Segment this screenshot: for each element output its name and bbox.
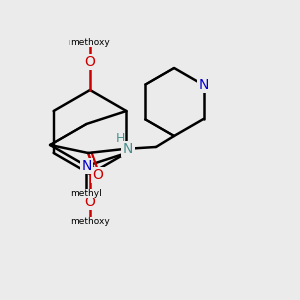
Text: O: O	[85, 55, 95, 69]
Text: N: N	[198, 78, 209, 92]
Text: methoxy: methoxy	[69, 38, 105, 47]
Text: O: O	[93, 168, 104, 182]
Text: methoxy: methoxy	[70, 38, 110, 47]
Text: methyl: methyl	[70, 190, 102, 199]
Text: H: H	[116, 133, 125, 146]
Text: N: N	[123, 142, 133, 156]
Text: O: O	[85, 195, 95, 209]
Text: methoxy: methoxy	[70, 217, 110, 226]
Text: N: N	[81, 159, 92, 173]
